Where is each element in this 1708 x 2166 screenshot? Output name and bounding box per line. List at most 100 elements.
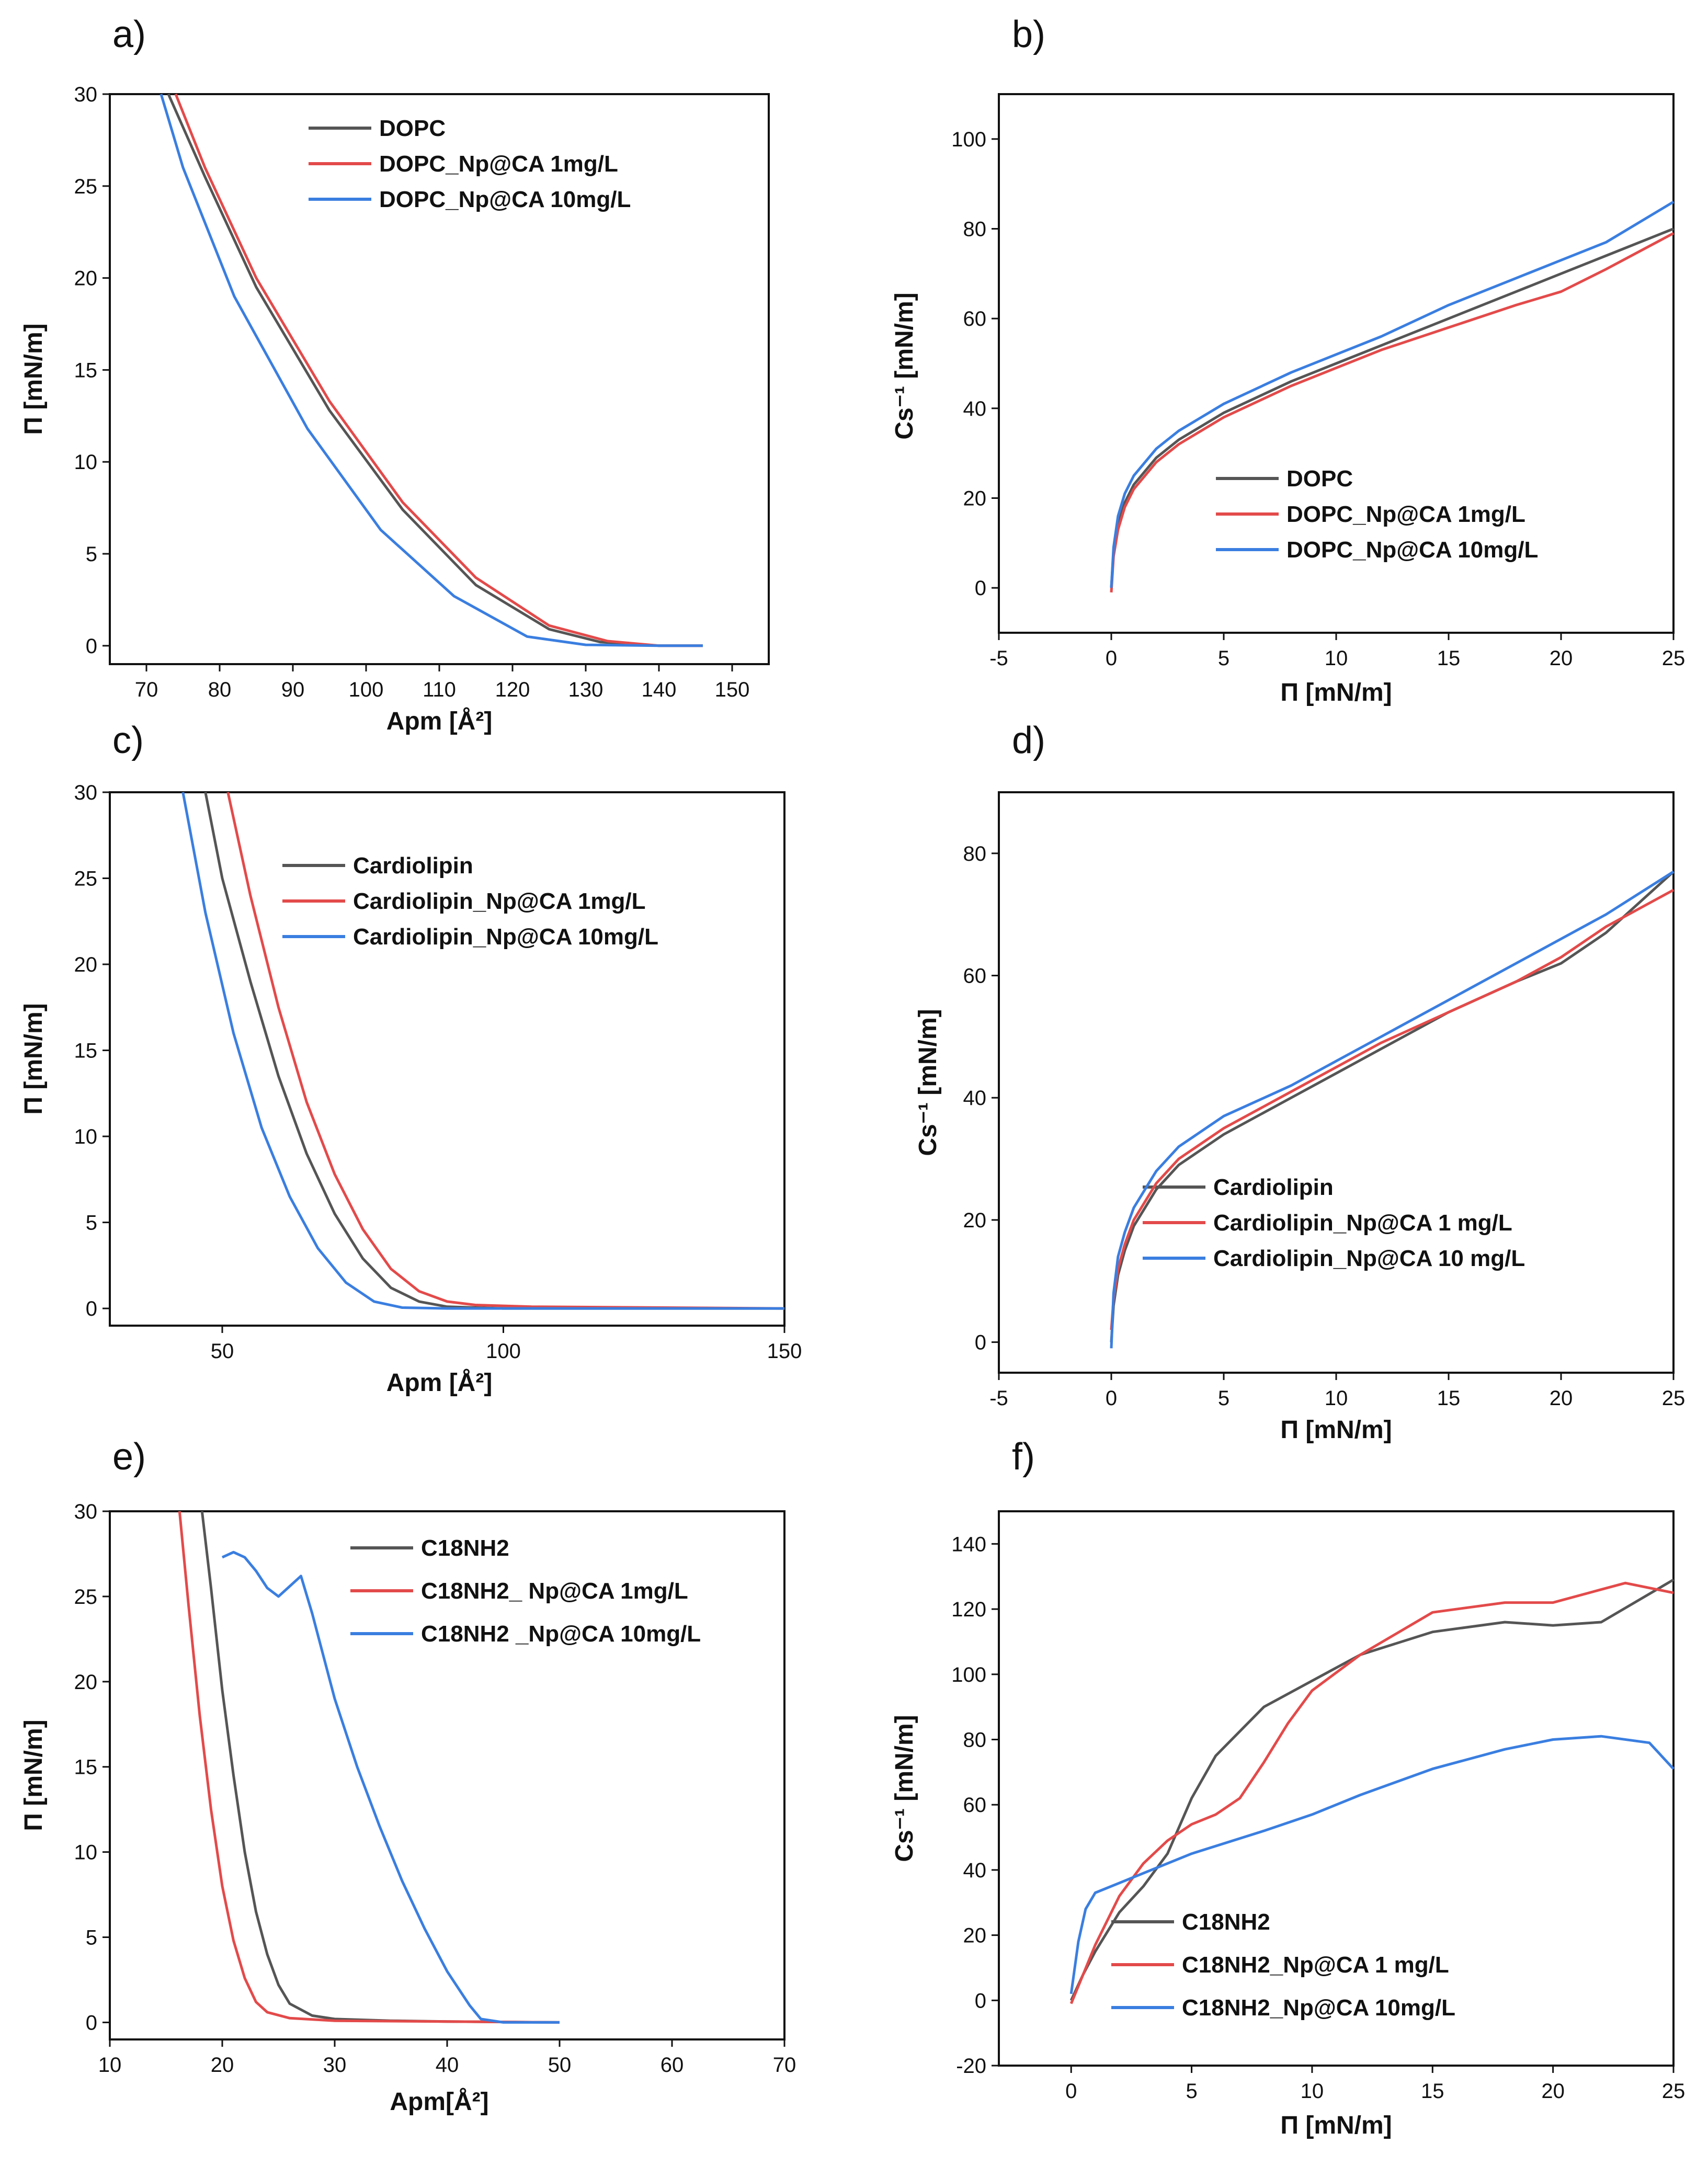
x-tick-label: 20 xyxy=(1541,2080,1565,2103)
x-tick-label: 10 xyxy=(1325,647,1348,670)
x-axis-title: Apm [Å²] xyxy=(386,707,493,735)
series-line-2 xyxy=(1110,232,1675,592)
panel-d: d) -5 0 5 10 15 20 25 0 20 40 60 80 Π [mN/m] Cs⁻¹ [mN/… xyxy=(914,720,1685,1444)
panel-label: c) xyxy=(112,720,144,761)
panel-a: a) 70 80 90 100 110 120 130 140 150 0 5 10 15 20 25 30 Ap… xyxy=(20,14,770,735)
panel-label: b) xyxy=(1012,14,1045,55)
series-line-2 xyxy=(1069,1581,1674,2004)
y-tick-label: 15 xyxy=(74,359,98,382)
y-tick-label: 0 xyxy=(86,635,97,658)
series-line-3 xyxy=(221,1551,560,2024)
y-tick-label: 80 xyxy=(963,218,987,241)
series-line-1 xyxy=(1069,1578,1675,2001)
series-line-1 xyxy=(1110,871,1675,1342)
legend-label: Cardiolipin xyxy=(1213,1175,1334,1200)
y-tick-label: 40 xyxy=(963,397,987,420)
legend-label: C18NH2_ Np@CA 1mg/L xyxy=(421,1578,688,1604)
y-tick-label: 120 xyxy=(951,1598,986,1621)
y-tick-label: 0 xyxy=(975,1989,986,2012)
y-tick-label: 60 xyxy=(963,1794,987,1817)
legend-label: C18NH2 xyxy=(1182,1909,1270,1935)
x-tick-label: 70 xyxy=(135,678,158,701)
legend-label: C18NH2 _Np@CA 10mg/L xyxy=(421,1621,701,1647)
x-tick-label: 25 xyxy=(1662,647,1686,670)
series-line-1 xyxy=(204,792,784,1310)
legend-label: DOPC_Np@CA 10mg/L xyxy=(379,187,631,212)
x-tick-label: 80 xyxy=(208,678,232,701)
x-tick-label: 0 xyxy=(1106,1387,1117,1410)
y-tick-label: 0 xyxy=(975,577,986,600)
y-tick-label: 5 xyxy=(86,1926,97,1950)
series-line-3 xyxy=(1069,1735,1675,1994)
legend-label: Cardiolipin_Np@CA 1 mg/L xyxy=(1213,1210,1512,1236)
y-tick-label: 10 xyxy=(74,1841,98,1864)
x-tick-label: 130 xyxy=(568,678,604,701)
y-tick-label: 15 xyxy=(74,1756,98,1779)
x-tick-label: 5 xyxy=(1218,1387,1229,1410)
y-tick-label: 20 xyxy=(74,953,98,976)
y-axis-title: Π [mN/m] xyxy=(20,1003,48,1114)
x-tick-label: 0 xyxy=(1065,2080,1077,2103)
legend-label: DOPC_Np@CA 1mg/L xyxy=(1286,501,1525,527)
x-tick-label: 60 xyxy=(661,2054,684,2077)
panel-c: c) 50 100 150 0 5 10 15 20 25 30 Apm [Å²] Π [mN/m] Ca… xyxy=(20,720,802,1397)
x-tick-label: 50 xyxy=(211,1340,234,1363)
x-tick-label: 5 xyxy=(1218,647,1229,670)
legend-label: DOPC_Np@CA 1mg/L xyxy=(379,151,618,177)
series-line-3 xyxy=(1110,200,1675,588)
series-line-2 xyxy=(226,792,785,1310)
y-tick-label: 0 xyxy=(86,2011,97,2034)
x-tick-label: 100 xyxy=(349,678,384,701)
plot-frame xyxy=(109,93,770,665)
x-tick-label: 110 xyxy=(423,678,456,701)
y-axis-title: Π [mN/m] xyxy=(20,1719,48,1831)
y-tick-label: -20 xyxy=(956,2055,986,2078)
x-tick-label: 15 xyxy=(1421,2080,1444,2103)
legend-label: DOPC_Np@CA 10mg/L xyxy=(1286,537,1538,563)
y-tick-label: 140 xyxy=(951,1533,986,1556)
x-tick-label: 20 xyxy=(1550,647,1573,670)
panel-label: e) xyxy=(112,1436,146,1478)
x-tick-label: 25 xyxy=(1662,2080,1686,2103)
legend-label: DOPC xyxy=(379,116,446,141)
series-line-2 xyxy=(178,1511,560,2024)
x-tick-label: 30 xyxy=(323,2054,347,2077)
plot-frame xyxy=(998,1510,1675,2067)
panel-label: f) xyxy=(1012,1436,1035,1478)
x-tick-label: 100 xyxy=(486,1340,521,1363)
x-tick-label: 70 xyxy=(773,2054,796,2077)
panel-b: b) -5 0 5 10 15 20 25 0 20 40 60 80 100 Π [mN/m] Cs⁻¹ [… xyxy=(891,14,1685,706)
legend-label: Cardiolipin_Np@CA 1mg/L xyxy=(353,888,646,914)
x-axis-title: Π [mN/m] xyxy=(1280,679,1392,706)
series-line-1 xyxy=(167,93,703,647)
y-tick-label: 25 xyxy=(74,868,98,891)
plot-frame xyxy=(998,791,1675,1374)
x-tick-label: 20 xyxy=(211,2054,234,2077)
y-tick-label: 30 xyxy=(74,781,98,804)
y-axis-title: Π [mN/m] xyxy=(20,323,48,435)
x-tick-label: -5 xyxy=(989,647,1008,670)
y-tick-label: 25 xyxy=(74,175,98,198)
y-tick-label: 60 xyxy=(963,965,987,988)
x-tick-label: 20 xyxy=(1550,1387,1573,1410)
panel-f: f) 0 5 10 15 20 25 -20 0 20 40 60 80 100 120 140 Π [mN/m… xyxy=(891,1436,1685,2139)
panel-label: a) xyxy=(112,14,146,55)
y-tick-label: 5 xyxy=(86,1212,97,1235)
legend-label: Cardiolipin_Np@CA 10 mg/L xyxy=(1213,1246,1525,1271)
series-line-3 xyxy=(1110,870,1675,1349)
x-tick-label: 50 xyxy=(548,2054,572,2077)
x-tick-label: 120 xyxy=(495,678,530,701)
x-axis-title: Apm [Å²] xyxy=(386,1369,493,1397)
y-tick-label: 20 xyxy=(74,267,98,290)
y-tick-label: 0 xyxy=(86,1297,97,1320)
x-tick-label: 5 xyxy=(1186,2080,1197,2103)
y-tick-label: 5 xyxy=(86,543,97,566)
legend-label: C18NH2_Np@CA 10mg/L xyxy=(1182,1995,1455,2021)
y-tick-label: 20 xyxy=(963,1924,987,1947)
x-axis-title: Π [mN/m] xyxy=(1280,2112,1392,2139)
x-tick-label: 10 xyxy=(1325,1387,1348,1410)
x-axis-title: Apm[Å²] xyxy=(390,2088,488,2116)
x-tick-label: 15 xyxy=(1437,1387,1461,1410)
series-line-3 xyxy=(160,94,703,647)
